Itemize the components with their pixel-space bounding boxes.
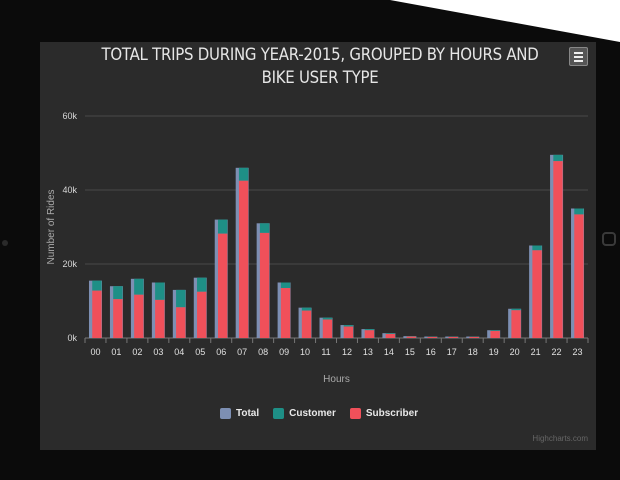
y-tick-label: 0k [67,333,77,343]
bar-subscriber [259,232,270,338]
menu-icon [574,52,583,54]
bar-subscriber [280,288,291,338]
bar-subscriber [217,233,228,338]
chart-plot: 0k 20k 40k 60k Number of Rides 00 01 02 03 04 05 06… [46,111,589,385]
bar-customer [259,223,270,233]
bar-subscriber [155,299,165,338]
x-tick-label: 20 [510,347,520,357]
tablet-camera [2,240,8,246]
bar-customer [322,317,333,320]
chart-menu-button[interactable] [569,47,588,66]
legend-swatch-total [220,408,231,419]
y-tick-label: 40k [62,185,77,195]
x-tick-label: 00 [90,347,100,357]
bar-subscriber [176,307,186,338]
legend-item-total[interactable]: Total [220,408,259,419]
x-tick-label: 08 [258,347,268,357]
bar-subscriber [427,336,437,338]
bar-customer [197,277,207,292]
legend-item-subscriber[interactable]: Subscriber [349,408,419,419]
bar-customer [385,333,396,334]
y-tick-label: 20k [62,259,77,269]
bar-customer [155,282,165,300]
x-tick-label: 14 [384,347,394,357]
bar-customer [301,307,312,311]
bar-subscriber [113,299,123,338]
bar-subscriber [364,330,375,338]
x-tick-label: 04 [174,347,184,357]
x-tick-label: 23 [573,347,583,357]
bar-subscriber [448,336,458,338]
bar-subscriber [532,250,542,338]
legend-label-subscriber: Subscriber [365,408,419,419]
bar-subscriber [197,291,207,338]
chart-title: TOTAL TRIPS DURING YEAR-2015, GROUPED BY… [101,45,539,88]
bar-subscriber [511,310,521,338]
x-tick-label: 21 [531,347,541,357]
x-tick-label: 19 [489,347,499,357]
bar-subscriber [490,330,500,338]
bar-customer [511,308,521,311]
bar-customer [113,286,123,300]
legend-label-customer: Customer [289,408,336,419]
x-tick-label: 07 [237,347,247,357]
x-tick-label: 10 [300,347,310,357]
x-tick-label: 16 [426,347,436,357]
bar-subscriber [301,310,312,338]
x-tick-label: 09 [279,347,289,357]
bar-customer [134,278,144,295]
legend-swatch-customer [273,408,285,419]
x-tick-label: 13 [363,347,373,357]
chart-legend: Total Customer Subscriber [220,408,418,419]
x-tick-label: 17 [447,347,457,357]
bar-customer [343,325,354,327]
bar-subscriber [574,214,584,338]
bar-customer [532,245,542,251]
legend-label-total: Total [236,408,260,419]
menu-icon-bar [574,56,583,58]
chart-credits[interactable]: Highcharts.com [532,434,588,443]
x-tick-label: 01 [111,347,121,357]
chart-container: TOTAL TRIPS DURING YEAR-2015, GROUPED BY… [40,42,596,450]
bar-subscriber [92,290,102,338]
bar-customer [280,282,291,289]
bar-subscriber [134,294,144,338]
y-axis-title: Number of Rides [46,189,57,264]
x-tick-label: 22 [552,347,562,357]
home-button[interactable] [602,232,616,246]
bar-customer [92,280,102,291]
bar-customer [364,329,375,331]
menu-icon-bar [574,60,583,62]
bar-subscriber [238,180,249,338]
bar-subscriber [469,336,479,338]
x-tick-label: 15 [405,347,415,357]
bar-subscriber [322,319,333,338]
x-tick-label: 05 [195,347,205,357]
x-tick-label: 18 [468,347,478,357]
bar-customer [553,154,563,162]
bar-customer [574,208,584,215]
bar-customer [238,167,249,181]
x-tick-label: 02 [132,347,142,357]
bar-subscriber [385,333,396,338]
y-tick-label: 60k [62,111,77,121]
bar-subscriber [553,161,563,338]
x-tick-label: 03 [153,347,163,357]
x-axis-title: Hours [323,374,350,385]
x-tick-label: 11 [321,347,330,357]
tablet-corner [390,0,620,42]
bar-subscriber [406,336,416,338]
x-tick-label: 06 [216,347,226,357]
bar-customer [176,289,186,308]
x-tick-label: 12 [342,347,352,357]
bar-subscriber [343,326,354,338]
legend-item-customer[interactable]: Customer [273,408,336,419]
bar-customer [217,219,228,234]
bar-customer [490,330,500,331]
legend-swatch-subscriber [349,408,361,419]
